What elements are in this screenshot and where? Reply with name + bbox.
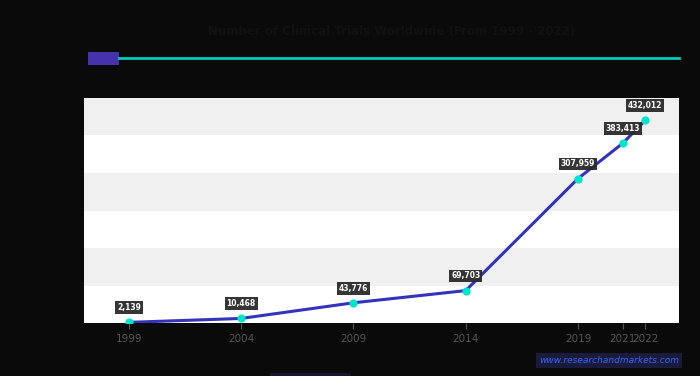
Point [348,300,359,306]
Text: www.researchandmarkets.com: www.researchandmarkets.com [539,356,679,365]
Text: 432,012: 432,012 [628,101,662,110]
Text: 10,468: 10,468 [227,299,256,308]
Bar [84,211,679,248]
Legend: Clinical Trials: Clinical Trials [270,373,351,376]
Point [123,319,134,325]
Text: Number of Clinical Trials Worldwide (From 1999 - 2022): Number of Clinical Trials Worldwide (Fro… [209,26,575,38]
Bar [84,135,679,173]
Point [236,315,247,321]
Text: 43,776: 43,776 [339,284,368,293]
Bar [84,248,679,286]
Bar [84,286,679,323]
Text: 69,703: 69,703 [451,271,480,280]
Point [617,140,629,146]
Bar [84,173,679,211]
Bar [84,98,679,135]
Text: 383,413: 383,413 [606,124,640,133]
Point [640,117,651,123]
Point [573,176,584,182]
Text: 2,139: 2,139 [117,303,141,312]
Point [460,288,471,294]
Text: 307,959: 307,959 [561,159,595,168]
